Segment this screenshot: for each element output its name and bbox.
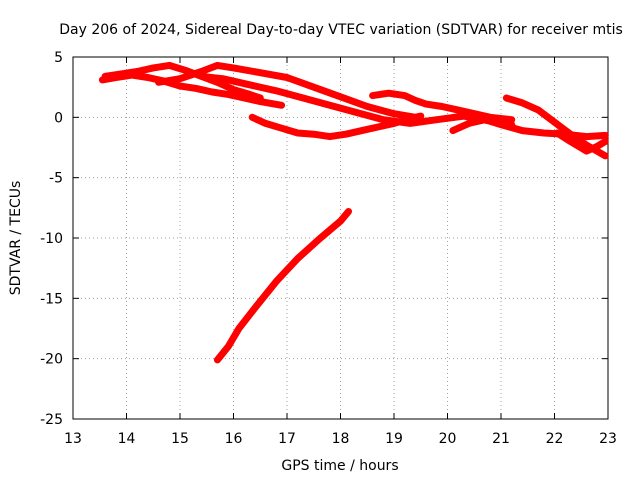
series-line-arc-10 [213,208,352,364]
x-tick-label: 21 [492,431,510,447]
series-line-arc-6 [369,89,516,124]
y-tick-label: -20 [40,352,63,368]
x-tick-label: 17 [278,431,296,447]
y-axis-label: SDTVAR / TECUs [8,181,24,296]
x-tick-label: 18 [332,431,350,447]
series-line-arc-3 [155,61,419,121]
series-line-arc-9 [553,129,609,155]
x-tick-labels: 13 14 15 16 17 18 19 20 21 22 23 [64,431,617,447]
chart-title: Day 206 of 2024, Sidereal Day-to-day VTE… [59,22,623,38]
series-line-arc-8 [502,94,609,160]
x-tick-label: 22 [546,431,564,447]
y-tick-label: -15 [40,291,63,307]
series-line-arc-1 [98,71,286,109]
series-line-arc-7 [449,116,609,141]
y-tick-label: 5 [54,50,63,66]
y-tick-label: -5 [49,171,63,187]
x-tick-label: 16 [225,431,243,447]
y-tick-labels: 5 0 -5 -10 -15 -20 -25 [40,50,63,428]
series-line-arc-2 [101,61,264,102]
y-tick-label: 0 [54,110,63,126]
x-tick-label: 23 [599,431,617,447]
y-tick-label: -10 [40,231,63,247]
x-tick-label: 13 [64,431,82,447]
x-tick-label: 15 [171,431,189,447]
y-tick-label: -25 [40,412,63,428]
data-series [98,61,609,364]
series-line-arc-4 [197,72,516,129]
axis-ticks [72,56,609,420]
x-tick-label: 20 [439,431,457,447]
series-line-arc-5 [248,112,425,141]
x-axis-label: GPS time / hours [281,458,398,474]
x-tick-label: 19 [385,431,403,447]
x-tick-label: 14 [118,431,136,447]
